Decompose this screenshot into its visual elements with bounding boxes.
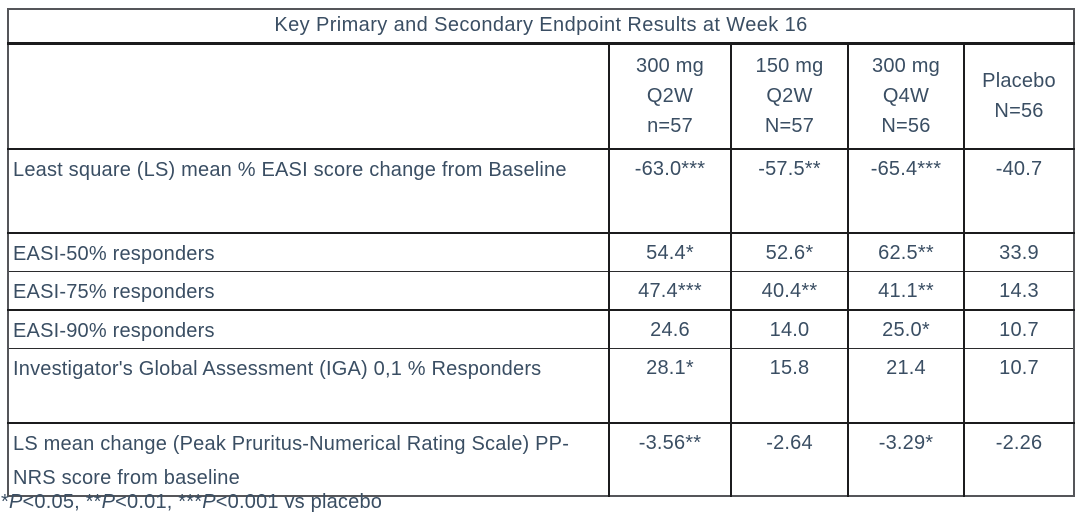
value-cell: -57.5**	[730, 149, 848, 233]
column-header-300mg-q2w: 300 mg Q2W n=57	[608, 43, 731, 149]
value-cell: -2.64	[730, 422, 848, 496]
value-cell: 52.6*	[730, 233, 848, 272]
value-cell: -3.56**	[608, 422, 731, 496]
value-cell: 41.1**	[847, 271, 964, 310]
value-cell: -65.4***	[847, 149, 964, 233]
value-cell: 47.4***	[608, 271, 731, 310]
value-cell: -3.29*	[847, 422, 964, 496]
column-header-line: 300 mg	[636, 55, 704, 78]
row-label: Least square (LS) mean % EASI score chan…	[13, 159, 567, 181]
column-header-line: n=57	[647, 115, 693, 138]
column-header-line: 150 mg	[755, 55, 824, 78]
value-cell: 14.3	[962, 271, 1075, 310]
table-row: EASI-50% responders 54.4* 52.6* 62.5** 3…	[8, 233, 1075, 272]
header-empty-cell	[8, 43, 609, 149]
value-cell: 33.9	[962, 233, 1075, 272]
value-cell: -2.26	[962, 422, 1075, 496]
value-cell: 62.5**	[847, 233, 964, 272]
column-header-150mg-q2w: 150 mg Q2W N=57	[730, 43, 848, 149]
column-header-placebo: Placebo N=56	[962, 43, 1075, 149]
significance-footnote: *P<0.05, **P<0.01, ***P<0.001 vs placebo	[1, 491, 383, 513]
column-header-line: Q4W	[882, 85, 930, 108]
column-header-line: N=56	[994, 100, 1044, 123]
value-cell: 10.7	[962, 310, 1075, 349]
table-row: LS mean change (Peak Pruritus-Numerical …	[8, 422, 1075, 496]
table-row: EASI-75% responders 47.4*** 40.4** 41.1*…	[8, 271, 1075, 310]
value-cell: -40.7	[962, 149, 1075, 233]
value-cell: 24.6	[608, 310, 731, 349]
results-table: Key Primary and Secondary Endpoint Resul…	[7, 8, 1076, 497]
value-cell: 15.8	[730, 348, 848, 423]
row-label: EASI-75% responders	[13, 281, 215, 303]
row-label: Investigator's Global Assessment (IGA) 0…	[13, 358, 542, 380]
value-cell: 10.7	[962, 348, 1075, 423]
table-title-row: Key Primary and Secondary Endpoint Resul…	[8, 9, 1075, 43]
value-cell: 40.4**	[730, 271, 848, 310]
column-header-line: Q2W	[766, 85, 813, 108]
column-header-line: N=56	[881, 115, 931, 138]
value-cell: 21.4	[847, 348, 964, 423]
value-cell: 54.4*	[608, 233, 731, 272]
column-header-line: 300 mg	[872, 55, 940, 78]
table-header-row: 300 mg Q2W n=57 150 mg Q2W N=57 300 mg Q…	[8, 43, 1075, 149]
row-label: EASI-50% responders	[13, 243, 215, 265]
row-label: LS mean change (Peak Pruritus-Numerical …	[13, 432, 570, 489]
row-label: EASI-90% responders	[13, 320, 215, 342]
column-header-line: N=57	[764, 115, 815, 138]
table-title: Key Primary and Secondary Endpoint Resul…	[274, 14, 808, 37]
table-row: Investigator's Global Assessment (IGA) 0…	[8, 348, 1075, 423]
results-table-container: Key Primary and Secondary Endpoint Resul…	[7, 8, 1076, 497]
column-header-line: Q2W	[646, 85, 694, 108]
column-header-line: Placebo	[982, 70, 1056, 93]
value-cell: 28.1*	[608, 348, 731, 423]
value-cell: -63.0***	[608, 149, 731, 233]
column-header-300mg-q4w: 300 mg Q4W N=56	[847, 43, 964, 149]
table-row: Least square (LS) mean % EASI score chan…	[8, 149, 1075, 233]
table-row: EASI-90% responders 24.6 14.0 25.0* 10.7	[8, 310, 1075, 349]
value-cell: 25.0*	[847, 310, 964, 349]
value-cell: 14.0	[730, 310, 848, 349]
